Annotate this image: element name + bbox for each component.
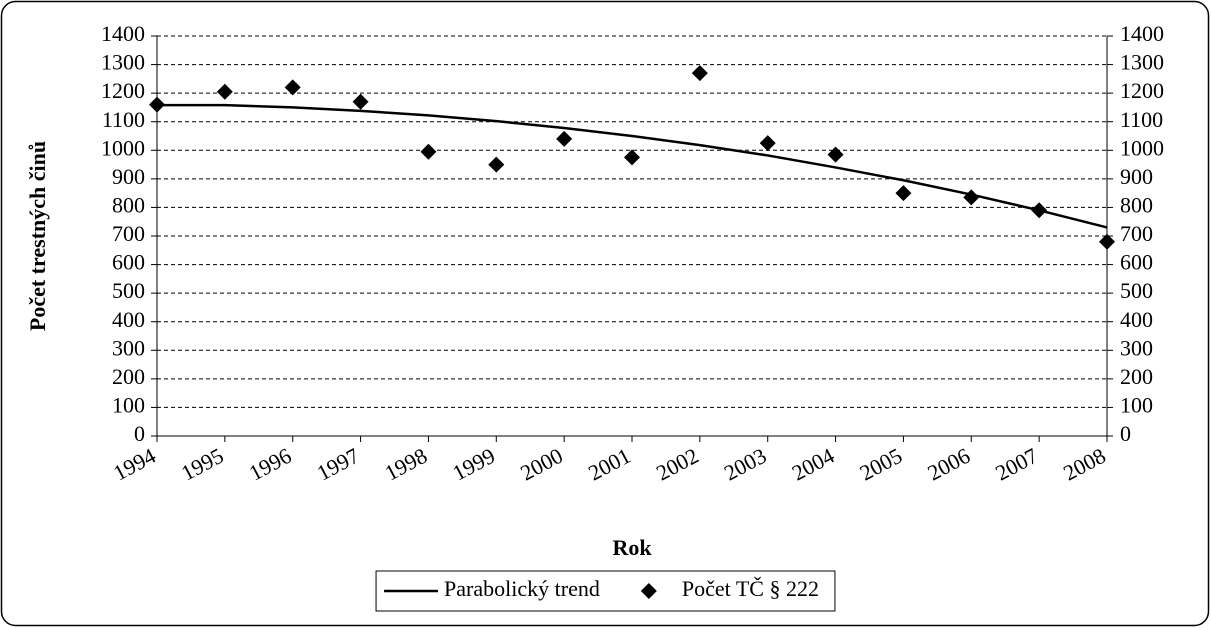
y-tick-label: 0 <box>134 421 145 446</box>
data-point <box>488 156 505 173</box>
y2-tick-label: 200 <box>1120 364 1153 389</box>
y-tick-label: 300 <box>112 335 145 360</box>
y2-tick-label: 1300 <box>1120 50 1164 75</box>
legend-box <box>375 570 836 612</box>
data-point <box>149 96 165 113</box>
y2-tick-label: 600 <box>1120 250 1153 275</box>
y2-tick-label: 1100 <box>1120 107 1163 132</box>
y2-tick-label: 100 <box>1120 392 1153 417</box>
y2-tick-label: 1000 <box>1120 135 1164 160</box>
data-point <box>691 65 708 82</box>
data-point <box>827 146 844 163</box>
data-point <box>352 93 369 110</box>
y2-tick-label: 900 <box>1120 164 1153 189</box>
y-tick-label: 1200 <box>101 78 145 103</box>
data-point <box>216 83 233 100</box>
y-tick-label: 900 <box>112 164 145 189</box>
y2-tick-label: 700 <box>1120 221 1153 246</box>
y-tick-label: 1100 <box>102 107 145 132</box>
y2-tick-label: 500 <box>1120 278 1153 303</box>
data-point <box>420 143 437 160</box>
data-point <box>1031 202 1048 219</box>
data-point <box>759 135 776 152</box>
y-tick-label: 1000 <box>101 135 145 160</box>
data-point <box>1099 233 1115 250</box>
y-tick-label: 700 <box>112 221 145 246</box>
y-axis-title: Počet trestných činů <box>25 141 50 331</box>
y-tick-label: 600 <box>112 250 145 275</box>
data-point <box>624 149 640 166</box>
y-tick-label: 200 <box>112 364 145 389</box>
x-axis-title: Rok <box>612 535 652 560</box>
legend-label: Počet TČ § 222 <box>682 576 819 601</box>
data-point <box>556 130 573 147</box>
data-point <box>963 189 980 206</box>
y2-tick-label: 1200 <box>1120 78 1164 103</box>
y-tick-label: 1300 <box>101 50 145 75</box>
y-tick-label: 500 <box>112 278 145 303</box>
legend-marker <box>640 583 657 599</box>
data-point <box>284 79 301 96</box>
y-tick-label: 1400 <box>101 21 145 46</box>
data-point <box>895 185 912 202</box>
legend-label: Parabolický trend <box>444 576 600 601</box>
y-tick-label: 400 <box>112 307 145 332</box>
y2-tick-label: 0 <box>1120 421 1131 446</box>
y2-tick-label: 800 <box>1120 192 1153 217</box>
y2-tick-label: 400 <box>1120 307 1153 332</box>
trend-line <box>157 103 1108 229</box>
y2-tick-label: 300 <box>1120 335 1153 360</box>
y-tick-label: 100 <box>112 392 145 417</box>
y2-tick-label: 1400 <box>1120 21 1164 46</box>
y-tick-label: 800 <box>112 192 145 217</box>
